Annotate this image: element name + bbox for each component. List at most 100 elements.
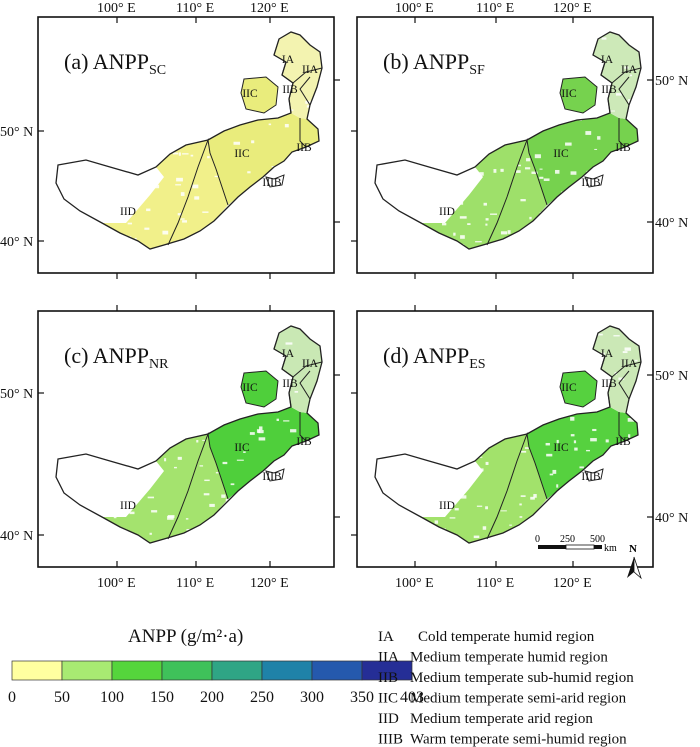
region-label: IIB	[282, 378, 298, 390]
legend-swatch	[11, 660, 63, 681]
region-label: IIA	[621, 358, 638, 370]
region-label: IIB	[615, 142, 631, 154]
zone-name: Medium temperate humid region	[410, 650, 608, 666]
bottom-x-label-5: 120° E	[553, 576, 592, 591]
region-label: IA	[282, 348, 295, 360]
right-y-label-0: 50° N	[655, 74, 688, 89]
region-label: IA	[282, 54, 295, 66]
zone-code: IIIB	[378, 732, 403, 747]
legend-colorbar	[11, 660, 413, 681]
region-label: IIIB	[581, 471, 600, 483]
legend-tick-label: 150	[150, 689, 174, 706]
bottom-x-label-0: 100° E	[97, 576, 136, 591]
region-label: IIIB	[262, 177, 281, 189]
top-x-label-4: 110° E	[476, 1, 514, 16]
legend-swatch	[161, 660, 213, 681]
legend-tick-label: 200	[200, 689, 224, 706]
region-label: IIIB	[262, 471, 281, 483]
zone-legend: IA Cold temperate humid region IIA Medium t…	[378, 629, 634, 747]
region-label: IA	[601, 348, 614, 360]
region-label: IIC	[242, 88, 258, 100]
region-label: IIC	[561, 382, 577, 394]
zone-code: IA	[378, 629, 394, 645]
legend-tick-label: 100	[100, 689, 124, 706]
left-y-label-2: 50° N	[0, 387, 33, 402]
top-x-label-5: 120° E	[553, 1, 592, 16]
region-label: IIC	[561, 88, 577, 100]
region-label: IIB	[296, 436, 312, 448]
region-label: IIB	[296, 142, 312, 154]
bottom-x-label-3: 100° E	[395, 576, 434, 591]
top-x-label-2: 120° E	[250, 1, 289, 16]
bottom-x-label-1: 110° E	[176, 576, 214, 591]
right-y-label-3: 40° N	[655, 511, 688, 526]
panel-b: IA IIA IIB IIC IIB IIIB IIC IID (b) ANPPSF	[356, 16, 654, 274]
zone-name: Cold temperate humid region	[418, 629, 595, 645]
bottom-x-label-4: 110° E	[476, 576, 514, 591]
axis-ticks	[38, 17, 653, 567]
region-label: IIB	[615, 436, 631, 448]
zone-code: IIC	[378, 691, 398, 707]
region-label: IIC	[234, 442, 250, 454]
legend-tick-label: 250	[250, 689, 274, 706]
right-y-label-1: 40° N	[655, 216, 688, 231]
legend-tick-label: 50	[54, 689, 70, 706]
panel-title: (c) ANPPNR	[64, 343, 169, 372]
zone-name: Medium temperate sub-humid region	[410, 670, 634, 686]
scale-label-1: 250	[560, 534, 575, 545]
zone-code: IID	[378, 711, 399, 727]
legend-ticks: 0 50 100 150 200 250 300 350 403	[8, 689, 424, 706]
zone-code: IIB	[378, 670, 398, 686]
north-arrow-label: N	[629, 543, 637, 555]
left-y-label-3: 40° N	[0, 529, 33, 544]
region-label: IA	[601, 54, 614, 66]
region-label: IID	[120, 500, 136, 512]
scale-label-0: 0	[535, 534, 540, 545]
zone-name: Warm temperate semi-humid region	[410, 732, 627, 747]
region-label: IIB	[601, 84, 617, 96]
legend-swatch	[261, 660, 313, 681]
legend-swatch	[61, 660, 113, 681]
region-label: IIB	[601, 378, 617, 390]
north-arrow-icon: N	[627, 543, 642, 580]
legend-swatch	[311, 660, 363, 681]
zone-name: Medium temperate semi-arid region	[410, 691, 627, 707]
region-label: IID	[439, 206, 455, 218]
zone-name: Medium temperate arid region	[410, 711, 593, 727]
legend-title: ANPP (g/m²·a)	[128, 626, 243, 647]
region-map	[374, 31, 642, 250]
bottom-x-label-2: 120° E	[250, 576, 289, 591]
legend-tick-label: 0	[8, 689, 16, 706]
legend-tick-label: 300	[300, 689, 324, 706]
region-label: IIA	[302, 64, 319, 76]
top-x-label-1: 110° E	[176, 1, 214, 16]
panel-c: IA IIA IIB IIC IIB IIIB IIC IID (c) ANPPNR	[37, 310, 335, 568]
panel-a: IA IIA IIB IIC IIB IIIB IIC IID (a) ANPPSC	[37, 16, 335, 274]
top-x-label-3: 100° E	[395, 1, 434, 16]
legend-swatch	[361, 660, 413, 681]
legend-tick-label: 403	[400, 689, 424, 706]
panel-title: (a) ANPPSC	[64, 49, 166, 78]
panel-title: (b) ANPPSF	[383, 49, 485, 78]
legend-swatch	[211, 660, 263, 681]
left-y-label-0: 50° N	[0, 125, 33, 140]
top-x-label-0: 100° E	[97, 1, 136, 16]
right-y-label-2: 50° N	[655, 369, 688, 384]
legend-swatch	[111, 660, 163, 681]
scale-bar: 0 250 500 km	[535, 534, 617, 554]
region-label: IIC	[234, 148, 250, 160]
left-y-label-1: 40° N	[0, 235, 33, 250]
region-label: IIA	[621, 64, 638, 76]
region-label: IID	[120, 206, 136, 218]
region-label: IIC	[553, 148, 569, 160]
region-label: IIC	[553, 442, 569, 454]
scale-label-2: 500	[590, 534, 605, 545]
region-label: IIB	[282, 84, 298, 96]
scale-unit: km	[604, 543, 617, 554]
region-label: IIA	[302, 358, 319, 370]
region-label: IIIB	[581, 177, 600, 189]
zone-code: IIA	[378, 650, 399, 666]
region-label: IID	[439, 500, 455, 512]
legend-tick-label: 350	[350, 689, 374, 706]
